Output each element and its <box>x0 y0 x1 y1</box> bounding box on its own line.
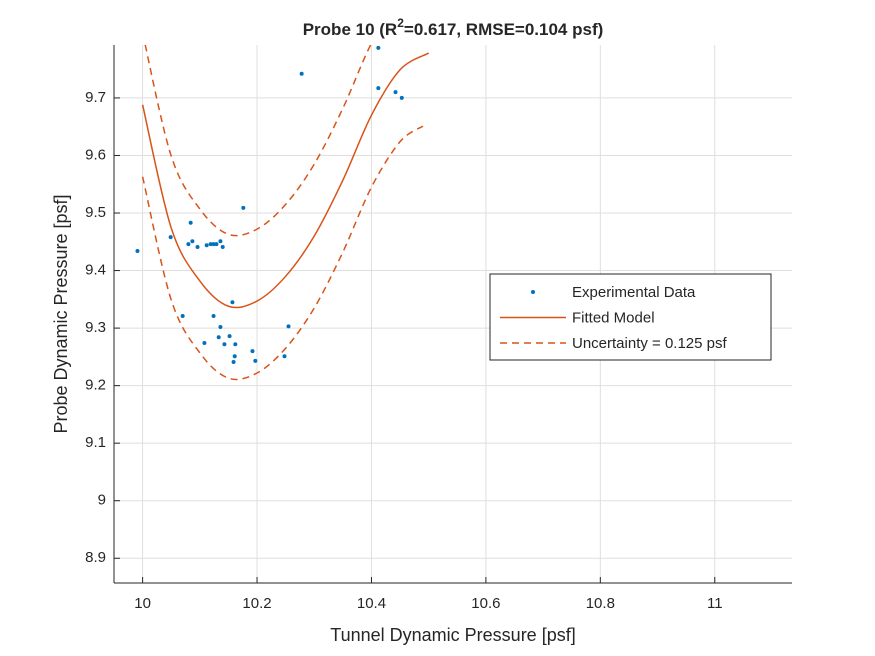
data-point <box>220 244 225 249</box>
data-point <box>190 239 195 244</box>
x-tick-label: 10.2 <box>242 595 271 612</box>
y-tick-label: 9.4 <box>85 262 106 279</box>
data-point <box>135 248 140 253</box>
y-tick-label: 8.9 <box>85 549 106 566</box>
data-point <box>222 342 227 347</box>
x-tick-label: 11 <box>707 595 723 612</box>
data-point <box>399 95 404 100</box>
x-axis-label: Tunnel Dynamic Pressure [psf] <box>330 625 575 645</box>
data-point <box>218 239 223 244</box>
x-tick-label: 10.6 <box>471 595 500 612</box>
uncertainty-line <box>141 125 424 381</box>
data-point <box>241 205 246 210</box>
plot-area <box>135 45 430 381</box>
x-tick-label: 10.8 <box>586 595 615 612</box>
data-point <box>286 324 291 329</box>
data-point <box>232 354 237 359</box>
uncertainty-line <box>144 45 372 237</box>
data-point <box>180 314 185 319</box>
x-tick-label: 10 <box>134 595 151 612</box>
data-point <box>188 220 193 225</box>
data-point <box>216 335 221 340</box>
y-tick-label: 9.2 <box>85 377 106 394</box>
chart-title: Probe 10 (R2=0.617, RMSE=0.104 psf) <box>303 16 604 39</box>
y-tick-label: 9.6 <box>85 146 106 163</box>
data-point <box>211 242 216 247</box>
legend-label: Uncertainty = 0.125 psf <box>572 335 728 352</box>
legend-label: Experimental Data <box>572 284 696 301</box>
title-superscript: 2 <box>397 16 404 30</box>
y-axis-label: Probe Dynamic Pressure [psf] <box>51 194 71 433</box>
data-point <box>218 324 223 329</box>
data-point <box>195 244 200 249</box>
title-part: Probe 10 (R <box>303 20 397 39</box>
data-point <box>233 342 238 347</box>
y-tick-label: 9.1 <box>85 434 106 451</box>
data-point <box>204 243 209 248</box>
data-point <box>393 90 398 95</box>
data-point <box>214 242 219 247</box>
data-point <box>230 300 235 305</box>
data-point <box>376 86 381 91</box>
y-tick-label: 9.7 <box>85 89 106 106</box>
data-point <box>299 71 304 76</box>
legend-label: Fitted Model <box>572 309 655 326</box>
data-point <box>168 235 173 240</box>
title-part: =0.617, RMSE=0.104 psf) <box>404 20 603 39</box>
data-point <box>202 341 207 346</box>
legend-marker <box>531 290 535 294</box>
data-point <box>208 242 213 247</box>
x-tick-label: 10.4 <box>357 595 386 612</box>
data-point <box>250 349 255 354</box>
data-point <box>253 358 258 363</box>
data-point <box>376 45 381 50</box>
data-point <box>282 354 287 359</box>
y-tick-label: 9.3 <box>85 319 106 336</box>
data-point <box>227 334 232 339</box>
data-point <box>231 360 236 365</box>
data-point <box>186 242 191 247</box>
data-point <box>211 314 216 319</box>
y-tick-label: 9 <box>98 492 106 509</box>
fit-line <box>141 52 430 309</box>
y-tick-label: 9.5 <box>85 204 106 221</box>
